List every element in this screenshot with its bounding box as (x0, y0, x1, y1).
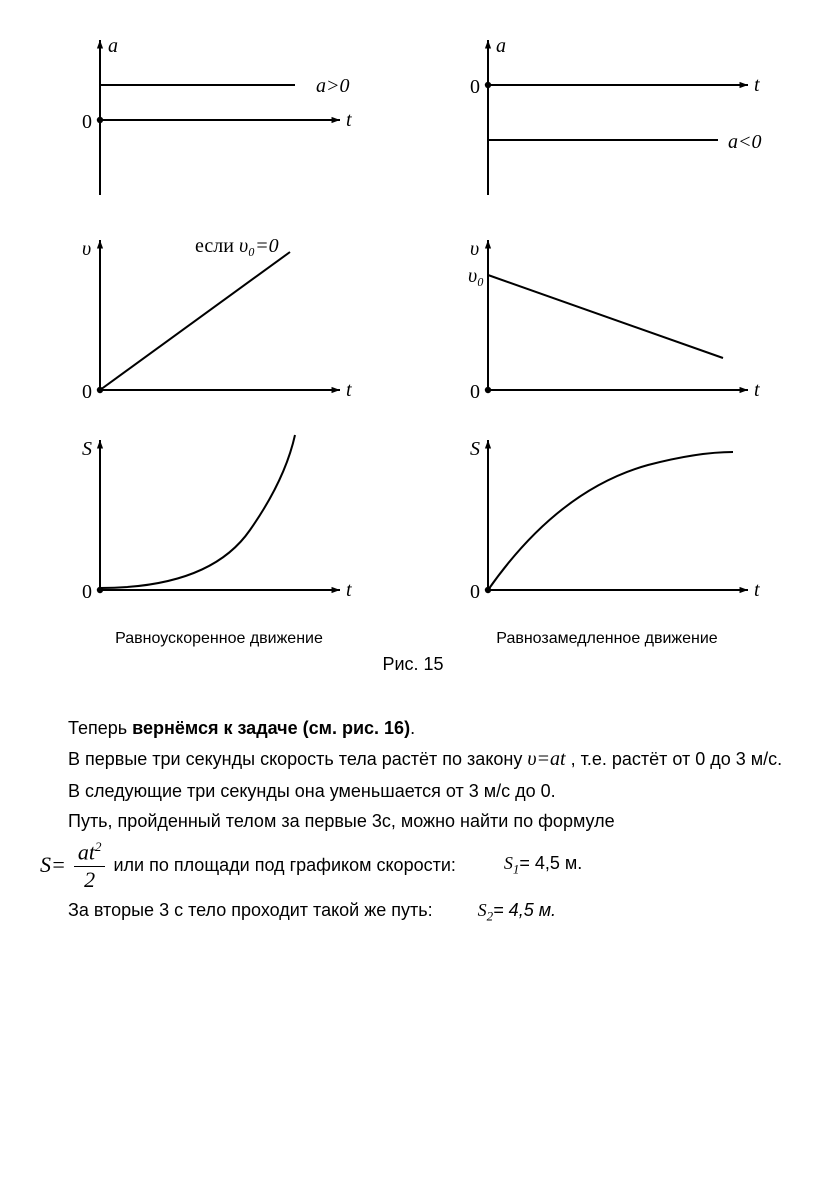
p1-end: . (410, 718, 415, 738)
paragraph-2: В первые три секунды скорость тела растё… (40, 745, 786, 774)
svg-text:υ: υ (470, 238, 479, 260)
svg-text:a: a (496, 35, 506, 57)
svg-text:t: t (754, 74, 760, 96)
p1-bold: вернёмся к задаче (см. рис. 16) (132, 718, 410, 738)
plot-s-decel: St 0 (428, 430, 786, 620)
svg-text:0: 0 (470, 381, 480, 403)
figure-label: Рис. 15 (40, 654, 786, 675)
svg-text:a<0: a<0 (728, 131, 762, 153)
result-s1: S1= 4,5 м. (504, 853, 582, 878)
plot-s-accel: St 0 (40, 430, 398, 620)
formula-num: at2 (74, 840, 106, 866)
figure-grid: a t 0 a>0 a t 0 a<0 υ t 0 если υ₀=0 υ t 0 υ₀ St 0 St 0 (40, 30, 786, 620)
svg-text:t: t (754, 579, 760, 601)
svg-text:t: t (346, 109, 352, 131)
svg-text:υ: υ (82, 238, 91, 260)
formula-v-at: υ=at (527, 748, 565, 770)
formula-fraction: at2 2 (74, 840, 106, 890)
plot-v-increasing: υ t 0 если υ₀=0 (40, 230, 398, 420)
svg-text:0: 0 (470, 581, 480, 603)
p2-a: В первые три секунды скорость тела растё… (68, 749, 527, 769)
formula-den: 2 (84, 867, 95, 891)
paragraph-3: В следующие три секунды она уменьшается … (40, 778, 786, 804)
paragraph-6: За вторые 3 с тело проходит такой же пут… (40, 897, 786, 926)
figure-captions: Равноускоренное движение Равнозамедленно… (40, 630, 786, 648)
p2-c: , т.е. растёт от 0 до 3 м/с. (566, 749, 783, 769)
svg-text:0: 0 (82, 581, 92, 603)
svg-text:a>0: a>0 (316, 75, 350, 97)
caption-right: Равнозамедленное движение (428, 630, 786, 648)
svg-text:a: a (108, 35, 118, 57)
paragraph-1: Теперь вернёмся к задаче (см. рис. 16). (40, 715, 786, 741)
svg-text:S: S (82, 438, 92, 460)
caption-left: Равноускоренное движение (40, 630, 398, 648)
p6-text: За вторые 3 с тело проходит такой же пут… (68, 900, 433, 920)
svg-text:S: S (470, 438, 480, 460)
paragraph-4: Путь, пройденный телом за первые 3с, мож… (40, 808, 786, 834)
svg-text:0: 0 (82, 381, 92, 403)
formula-row-s1: S= at2 2 или по площади под графиком ско… (40, 840, 786, 890)
svg-text:υ₀: υ₀ (468, 265, 484, 287)
p5-text: или по площади под графиком скорости: (113, 855, 455, 876)
svg-text:t: t (346, 379, 352, 401)
plot-a-negative: a t 0 a<0 (428, 30, 786, 220)
svg-text:t: t (754, 379, 760, 401)
svg-text:если υ₀=0: если υ₀=0 (195, 235, 279, 257)
p1-text: Теперь (68, 718, 132, 738)
svg-text:0: 0 (470, 76, 480, 98)
result-s2: S2= 4,5 м. (478, 900, 556, 920)
body-text: Теперь вернёмся к задаче (см. рис. 16). … (40, 715, 786, 926)
formula-lhs: S= (40, 852, 66, 878)
plot-a-positive: a t 0 a>0 (40, 30, 398, 220)
plot-v-decreasing: υ t 0 υ₀ (428, 230, 786, 420)
svg-text:0: 0 (82, 111, 92, 133)
svg-text:t: t (346, 579, 352, 601)
